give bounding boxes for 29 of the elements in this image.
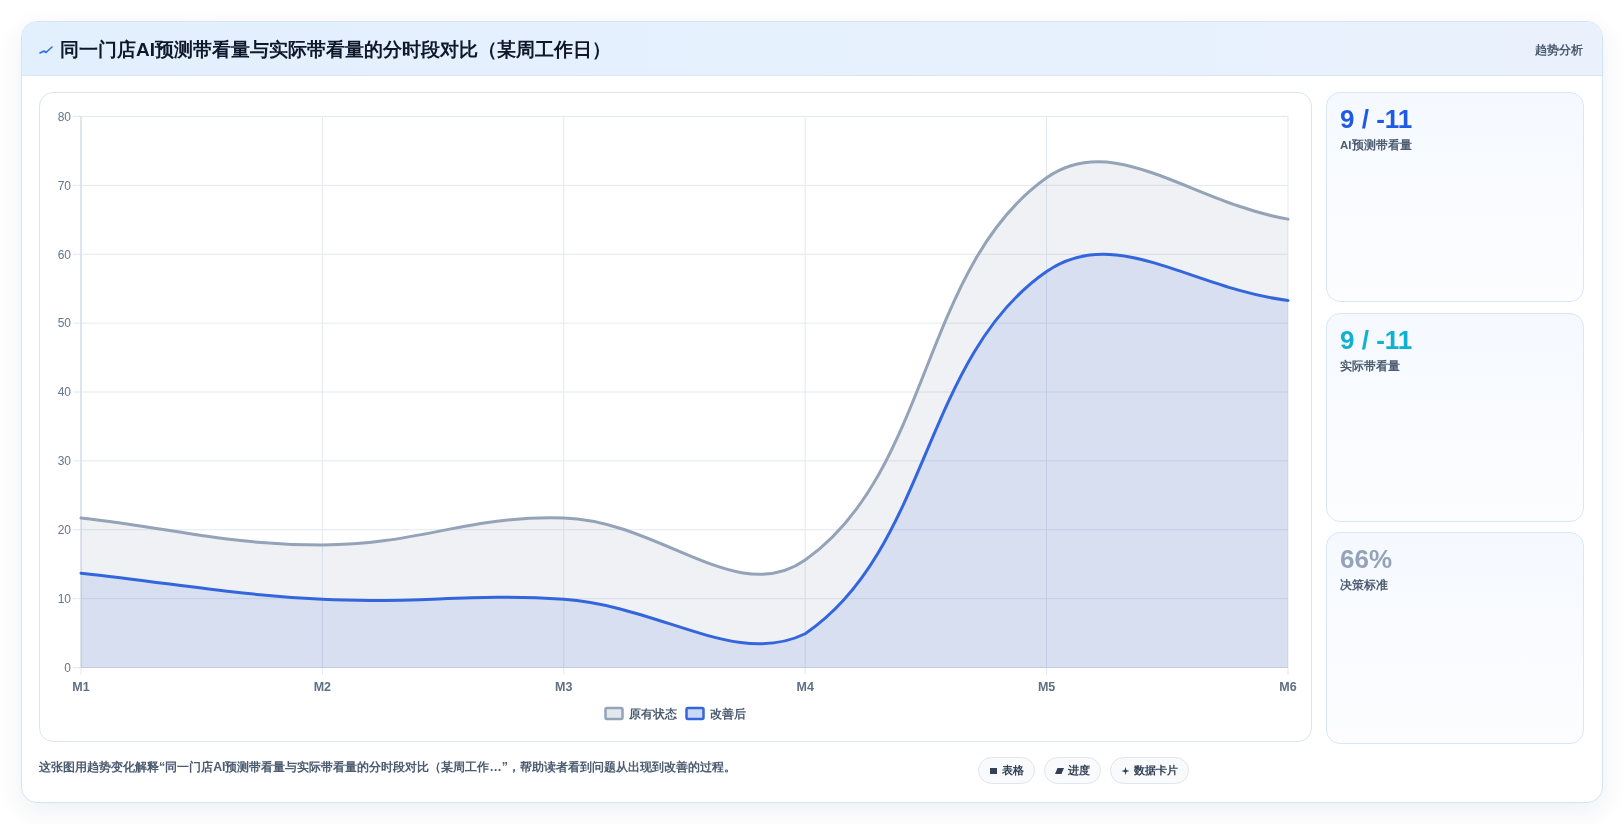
y-tick-label: 80	[57, 109, 72, 124]
text: 66%	[1340, 544, 1393, 574]
text: 9 / -11	[1340, 325, 1413, 355]
y-tick-label: 10	[57, 591, 72, 606]
x-tick-label: M6	[1279, 679, 1297, 694]
text: 实际带看量	[1340, 359, 1400, 374]
text: 数据卡片	[1134, 763, 1178, 778]
y-tick-label: 40	[57, 385, 72, 400]
x-tick-label: M1	[72, 679, 90, 694]
text: 这张图用趋势变化解释“同一门店AI预测带看量与实际带看量的分时段对比（某周工作…”，帮助读者看到问题从出现到改善的过程。	[39, 759, 736, 775]
text: AI预测带看量	[1340, 138, 1412, 153]
y-tick-label: 20	[57, 523, 72, 538]
text: 表格	[1002, 763, 1024, 778]
x-tick-label: M3	[555, 679, 573, 694]
x-tick-label: M5	[1037, 679, 1056, 694]
y-tick-label: 30	[57, 454, 72, 469]
text: 同一门店AI预测带看量与实际带看量的分时段对比（某周工作日）	[60, 38, 611, 62]
x-tick-label: M2	[313, 679, 332, 694]
text: 决策标准	[1340, 578, 1388, 593]
text: 进度	[1068, 763, 1090, 778]
y-tick-label: 50	[57, 316, 72, 331]
y-tick-label: 70	[57, 178, 72, 193]
text: 趋势分析	[1535, 42, 1583, 58]
legend-label: 原有状态	[627, 707, 678, 720]
x-tick-label: M4	[796, 679, 814, 694]
text: 9 / -11	[1340, 104, 1413, 134]
y-tick-label: 0	[64, 660, 72, 675]
legend-label: 改善后	[709, 707, 746, 721]
y-tick-label: 60	[57, 247, 72, 262]
